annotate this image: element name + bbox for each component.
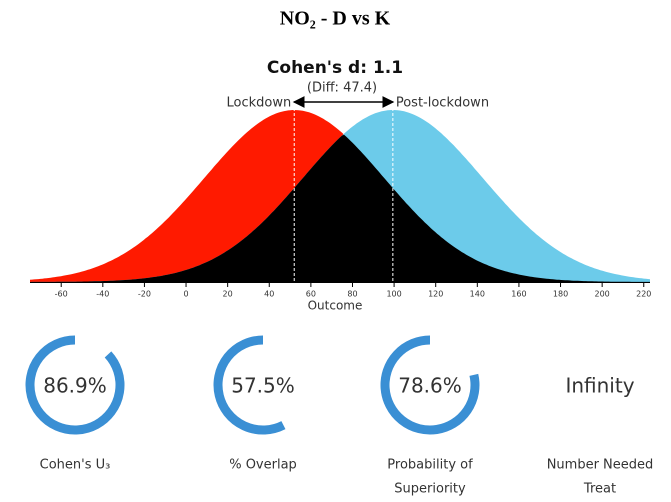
gauge-label: Probability of — [387, 458, 473, 473]
x-tick-label: 60 — [306, 290, 316, 299]
legend-label: Post-lockdown — [396, 96, 489, 111]
gauge-value: Infinity — [565, 374, 634, 398]
x-tick-label: 120 — [428, 290, 443, 299]
x-axis-label: Outcome — [308, 299, 363, 313]
gauge-label: Cohen's U₃ — [40, 458, 111, 473]
x-tick-label: -40 — [96, 290, 109, 299]
x-tick-label: -60 — [55, 290, 68, 299]
gauge-value: 78.6% — [398, 374, 462, 398]
x-tick-label: 100 — [386, 290, 401, 299]
x-tick-label: 180 — [553, 290, 568, 299]
gauge-value: 86.9% — [43, 374, 107, 398]
x-tick-label: 200 — [595, 290, 610, 299]
gauge-arc — [25, 335, 125, 435]
page-title: NO₂ - D vs K — [280, 8, 391, 30]
gauge-value: 57.5% — [231, 374, 295, 398]
x-tick-label: 20 — [223, 290, 233, 299]
overlap — [30, 134, 650, 282]
x-tick-label: 40 — [264, 290, 274, 299]
x-tick-label: -20 — [138, 290, 151, 299]
gauge-label: Treat — [583, 482, 616, 497]
gauge-label: Number Needed — [547, 458, 654, 473]
chart-title: Cohen's d: 1.1 — [267, 58, 403, 78]
x-tick-label: 0 — [183, 290, 188, 299]
x-tick-label: 160 — [511, 290, 526, 299]
chart-subtitle: (Diff: 47.4) — [307, 81, 377, 96]
legend-label: Lockdown — [226, 96, 291, 111]
gauge-arc — [213, 335, 286, 435]
x-tick-label: 80 — [347, 290, 357, 299]
gauge-label: Superiority — [394, 482, 466, 497]
gauge-arc — [380, 335, 480, 435]
gauge-label: % Overlap — [229, 458, 297, 473]
x-tick-label: 220 — [636, 290, 651, 299]
x-tick-label: 140 — [470, 290, 485, 299]
